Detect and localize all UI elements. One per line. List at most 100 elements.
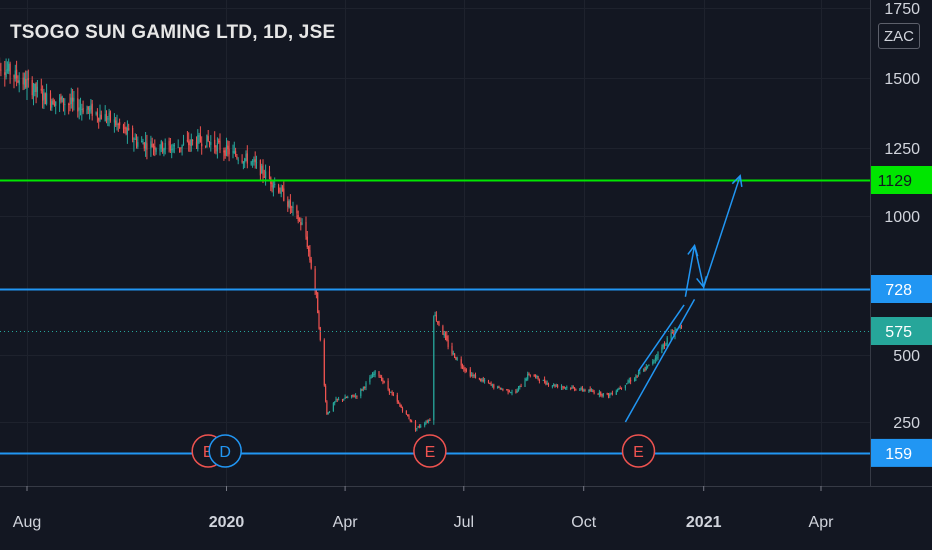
event-marker-D[interactable]: D — [208, 434, 242, 468]
candle-body — [407, 414, 409, 417]
candle-body — [424, 423, 426, 426]
candle-body — [555, 385, 557, 387]
candle-body — [22, 77, 24, 85]
candle-body — [654, 358, 656, 360]
candle-body — [670, 332, 672, 339]
candle-body — [242, 161, 244, 164]
candle-body — [314, 268, 316, 290]
candle-body — [177, 146, 179, 148]
candle-body — [601, 395, 603, 396]
candle-body — [190, 139, 192, 146]
event-marker-circle — [208, 434, 242, 468]
candle-body — [117, 124, 119, 126]
candle-body — [227, 145, 229, 150]
candle-body — [308, 246, 310, 252]
candle-body — [487, 380, 490, 384]
time-axis-tick-label: Oct — [571, 514, 596, 531]
event-marker-E[interactable]: E — [413, 434, 447, 468]
candle-body — [473, 375, 475, 377]
candle-body — [474, 374, 477, 379]
candle-body — [279, 192, 281, 194]
candle-body — [351, 395, 353, 397]
candle-body — [326, 401, 328, 414]
candle-body — [274, 183, 276, 185]
candle-body — [292, 206, 294, 208]
candle-body — [652, 361, 654, 364]
candle-body — [416, 428, 418, 430]
level-label-159-bg — [871, 438, 932, 467]
candle-body — [143, 142, 145, 149]
arrow-head-up-1 — [687, 243, 699, 257]
candle-body — [62, 98, 65, 105]
candle-body — [362, 386, 364, 390]
candle-body — [519, 385, 521, 388]
candle-body — [126, 128, 128, 135]
candle-body — [408, 416, 410, 420]
channel-line-1[interactable] — [624, 299, 696, 423]
candle-body — [481, 379, 483, 381]
candle-body — [511, 392, 513, 394]
candle-body — [253, 159, 255, 161]
candle-body — [443, 333, 445, 336]
candle-body — [34, 83, 36, 92]
candle-body — [598, 391, 600, 395]
candle-body — [480, 378, 482, 381]
candle-body — [471, 374, 473, 376]
candle-body — [405, 410, 407, 414]
candle-body — [296, 206, 298, 214]
candle-body — [59, 97, 61, 102]
level-label-159: 159 — [885, 446, 912, 463]
projection-path[interactable] — [684, 175, 741, 297]
candle-body — [442, 326, 444, 335]
candle-body — [70, 97, 72, 104]
grid-lines — [0, 0, 870, 486]
candle-body — [444, 334, 447, 337]
channel-line-2[interactable] — [637, 304, 685, 372]
candle-body — [335, 399, 337, 402]
candle-body — [648, 364, 650, 366]
candle-body — [265, 171, 267, 179]
candle-body — [73, 98, 75, 102]
candle-body — [379, 376, 381, 378]
candle-body — [663, 345, 666, 347]
candle-body — [382, 380, 384, 382]
candle-body — [464, 368, 466, 371]
chart-title: TSOGO SUN GAMING LTD, 1D, JSE — [10, 22, 336, 43]
candle-body — [398, 402, 400, 404]
candle-body — [40, 88, 42, 91]
candle-body — [104, 114, 106, 122]
candle-body — [13, 75, 15, 78]
candle-body — [611, 392, 613, 395]
candle-body — [472, 375, 474, 376]
candle-body — [502, 389, 504, 391]
candle-body — [365, 382, 367, 388]
candle-body — [182, 142, 185, 146]
currency-badge[interactable]: ZAC — [878, 23, 920, 49]
candle-body — [152, 146, 155, 148]
candle-body — [571, 387, 573, 389]
candle-body — [447, 339, 449, 348]
candle-body — [16, 69, 18, 79]
candle-body — [77, 98, 79, 112]
candle-body — [506, 389, 508, 391]
candle-body — [145, 141, 147, 149]
time-axis[interactable]: Aug 2020 Apr Jul Oct 2021 Apr — [13, 486, 834, 531]
candle-body — [388, 388, 390, 393]
candle-body — [508, 391, 510, 393]
candle-body — [6, 69, 8, 71]
candle-body — [246, 153, 248, 164]
candle-body — [232, 151, 234, 153]
event-marker-E[interactable]: E — [621, 434, 656, 468]
price-axis[interactable]: 250 500 1000 1250 1500 1750 — [884, 1, 920, 432]
candle-body — [128, 128, 130, 130]
candle-body — [197, 135, 199, 150]
candle-body — [154, 146, 156, 150]
candle-body — [43, 91, 45, 100]
candle-body — [593, 391, 595, 394]
candle-body — [319, 327, 321, 340]
candle-body — [428, 420, 430, 422]
candle-body — [401, 407, 404, 411]
candle-body — [482, 379, 484, 381]
candle-body — [501, 388, 503, 390]
